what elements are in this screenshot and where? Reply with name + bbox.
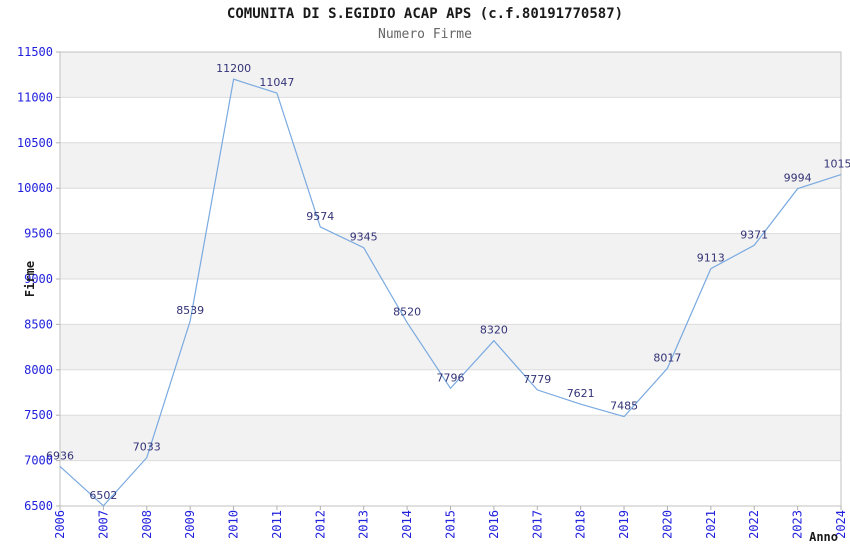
x-tick-label: 2008 — [140, 510, 154, 539]
chart-title: COMUNITA DI S.EGIDIO ACAP APS (c.f.80191… — [226, 6, 624, 22]
x-tick-label: 2017 — [530, 510, 544, 539]
y-axis-title: Firme — [23, 260, 37, 298]
y-tick-label: 11000 — [17, 90, 53, 104]
data-point-label: 9371 — [740, 228, 768, 241]
data-point-label: 11200 — [216, 62, 251, 75]
data-point-label: 9113 — [697, 252, 725, 265]
x-tick-label: 2009 — [183, 510, 197, 539]
x-tick-label: 2012 — [313, 510, 327, 539]
y-tick-label: 11500 — [17, 45, 53, 59]
data-point-label: 9345 — [350, 231, 378, 244]
y-tick-label: 10500 — [17, 136, 53, 150]
x-tick-label: 2021 — [704, 510, 718, 539]
x-tick-label: 2018 — [574, 510, 588, 539]
plot-band — [60, 142, 841, 189]
plot-band — [60, 324, 841, 370]
data-point-label: 9994 — [784, 172, 812, 185]
y-tick-label: 10000 — [17, 181, 53, 195]
x-tick-label: 2023 — [791, 510, 805, 539]
x-tick-label: 2024 — [834, 510, 848, 539]
x-tick-label: 2006 — [53, 510, 67, 539]
x-axis-title: Anno — [809, 530, 838, 544]
data-point-label: 8539 — [176, 304, 204, 317]
x-tick-label: 2011 — [270, 510, 284, 539]
x-tick-label: 2013 — [357, 510, 371, 539]
data-point-label: 6502 — [89, 489, 117, 502]
y-tick-label: 9500 — [24, 227, 53, 241]
x-tick-label: 2015 — [444, 510, 458, 539]
y-tick-label: 7000 — [24, 454, 53, 468]
x-tick-label: 2014 — [400, 510, 414, 539]
plot-band — [60, 415, 841, 461]
x-tick-label: 2010 — [227, 510, 241, 539]
data-point-label: 7779 — [523, 373, 551, 386]
data-line — [59, 78, 842, 507]
y-tick-label: 8500 — [24, 317, 53, 331]
y-tick-label: 9000 — [24, 272, 53, 286]
x-tick-label: 2019 — [617, 510, 631, 539]
data-point-label: 8017 — [653, 351, 681, 364]
x-tick-label: 2016 — [487, 510, 501, 539]
x-tick-label: 2007 — [96, 510, 110, 539]
y-tick-label: 6500 — [24, 499, 53, 513]
data-point-label: 11047 — [259, 76, 294, 89]
y-tick-label: 7500 — [24, 408, 53, 422]
plot-band — [60, 52, 841, 98]
y-tick-label: 8000 — [24, 363, 53, 377]
data-point-label: 7796 — [437, 371, 465, 384]
x-tick-label: 2020 — [660, 510, 674, 539]
x-tick-label: 2022 — [747, 510, 761, 539]
plot-band — [60, 233, 841, 279]
data-point-label: 7621 — [567, 387, 595, 400]
data-point-label: 8520 — [393, 306, 421, 319]
data-point-label: 9574 — [306, 210, 334, 223]
data-point-label: 7033 — [133, 441, 161, 454]
chart-subtitle: Numero Firme — [378, 27, 472, 42]
data-point-label: 10150 — [824, 158, 850, 171]
data-point-label: 6936 — [46, 449, 74, 462]
data-point-label: 8320 — [480, 324, 508, 337]
data-point-label: 7485 — [610, 400, 638, 413]
